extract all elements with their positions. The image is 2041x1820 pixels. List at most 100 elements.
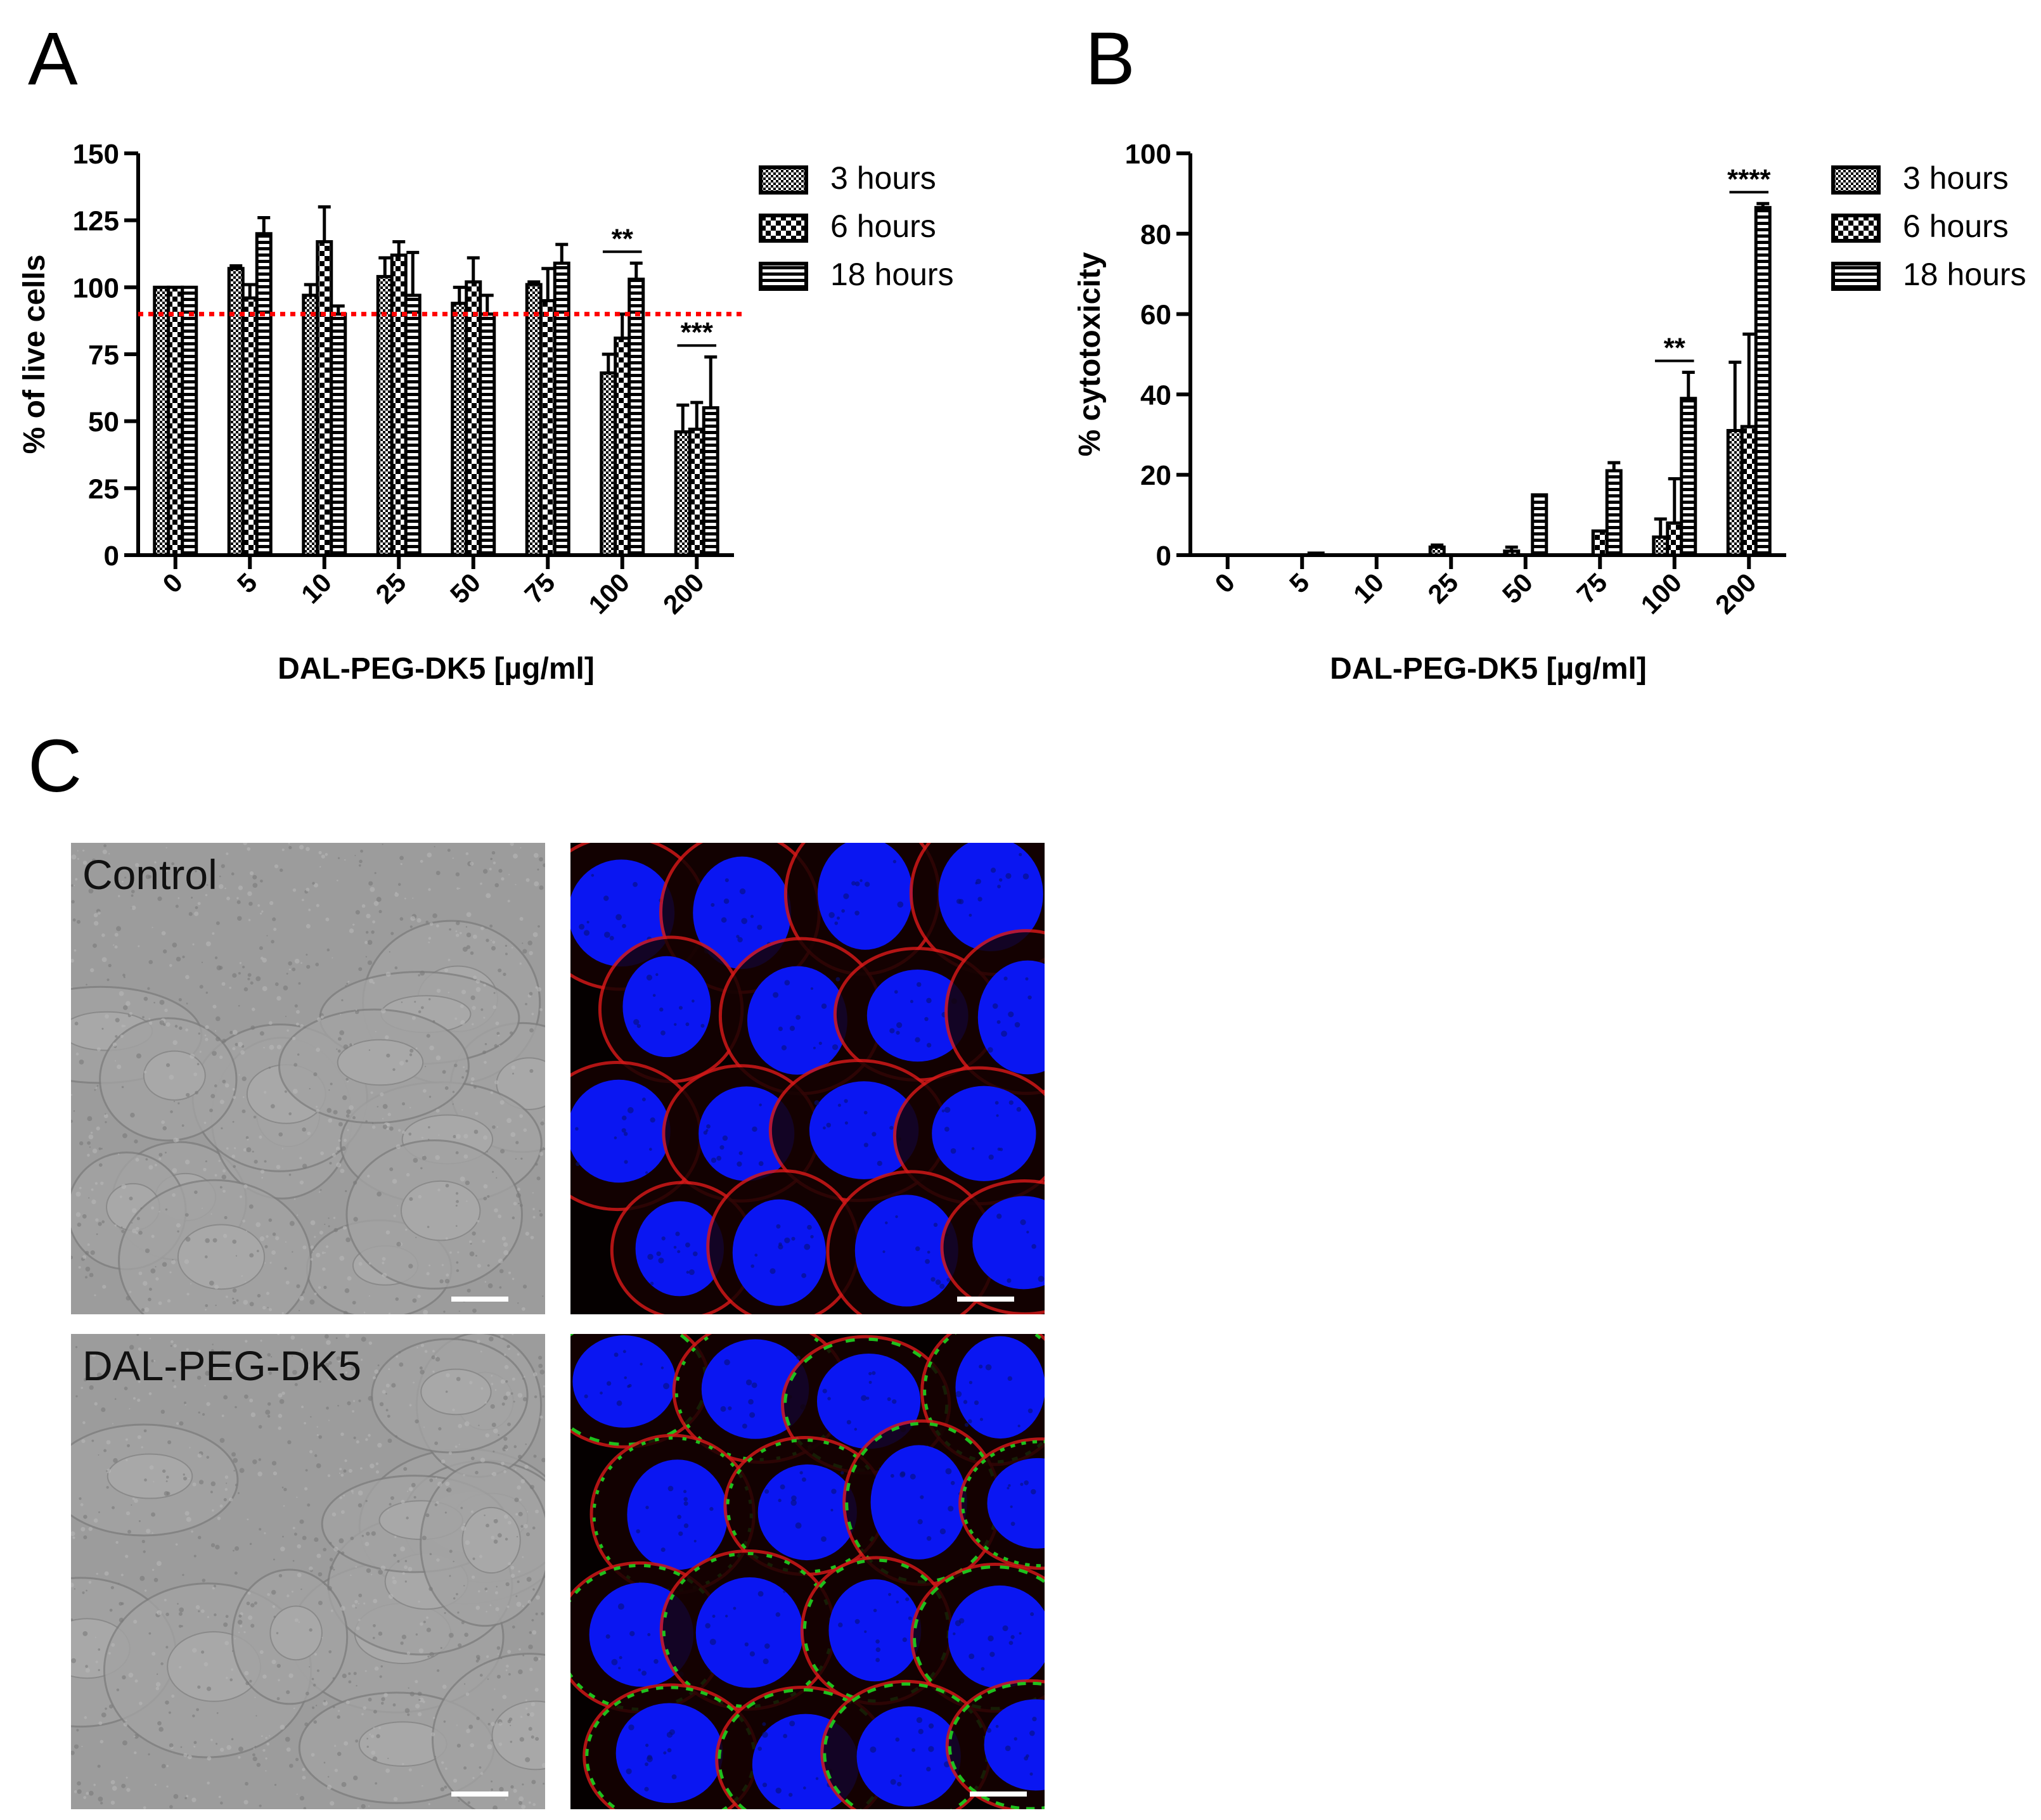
nuclear-texture [660, 1366, 664, 1369]
granule [319, 1189, 322, 1191]
granule [444, 1278, 450, 1284]
granule [542, 1295, 544, 1297]
granule [156, 1673, 158, 1676]
granule [131, 890, 135, 894]
nuclear-texture [930, 1277, 936, 1282]
granule [105, 1707, 107, 1710]
granule [233, 1458, 238, 1463]
granule [381, 1697, 385, 1701]
granule [82, 1214, 87, 1219]
granule [366, 1532, 370, 1536]
nuclear-texture [683, 1497, 688, 1501]
nuclear-texture [711, 1157, 717, 1163]
granule [271, 940, 274, 944]
granule [334, 1769, 338, 1772]
granule [475, 1255, 477, 1257]
granule [330, 1801, 335, 1806]
granule [221, 1414, 224, 1418]
granule [244, 1670, 249, 1676]
granule [252, 1753, 255, 1757]
granule [238, 1756, 241, 1759]
granule [133, 1619, 138, 1624]
granule [305, 1469, 308, 1472]
granule [254, 1160, 258, 1164]
granule [415, 1048, 418, 1049]
granule [506, 1118, 512, 1124]
granule [212, 1343, 214, 1345]
granule [162, 1262, 167, 1267]
nucleus [932, 1086, 1036, 1181]
granule [143, 1281, 148, 1286]
nuclear-texture [709, 1507, 714, 1511]
micrograph-label-control: Control [82, 851, 217, 898]
granule [148, 1753, 150, 1756]
granule [112, 1423, 114, 1425]
granule [226, 896, 230, 900]
granule [319, 1380, 321, 1383]
granule [387, 1414, 390, 1418]
granule [186, 1093, 190, 1097]
granule [318, 1191, 321, 1193]
granule [299, 1796, 305, 1801]
nuclear-texture [621, 1115, 627, 1120]
nuclear-texture [674, 1023, 677, 1026]
granule [340, 1606, 345, 1611]
granule [144, 1307, 150, 1312]
panel-label-a: A [28, 17, 78, 101]
granule [382, 1257, 386, 1261]
nuclear-texture [709, 1638, 716, 1645]
brightfield-image [71, 1334, 545, 1809]
nuclear-texture [711, 903, 715, 907]
granule [261, 910, 264, 913]
nuclear-texture [964, 1423, 969, 1427]
nuclear-texture [1007, 1487, 1010, 1490]
granule [404, 897, 406, 900]
granule [129, 1196, 133, 1201]
granule [442, 1684, 447, 1689]
granule [110, 1779, 115, 1785]
granule [504, 1364, 509, 1369]
granule [470, 951, 474, 955]
nuclear-texture [576, 1162, 580, 1167]
granule [417, 1712, 422, 1717]
nuclear-texture [803, 1786, 806, 1790]
nuclear-texture [789, 1721, 795, 1727]
granule [519, 917, 524, 921]
granule [80, 1387, 84, 1389]
granule [404, 1580, 407, 1583]
nuclear-texture [583, 930, 590, 936]
granule [250, 1624, 255, 1628]
granule [333, 1110, 338, 1115]
granule [466, 912, 472, 918]
granule [372, 1756, 378, 1762]
granule [184, 1404, 186, 1406]
granule [360, 1467, 363, 1470]
granule [346, 1109, 351, 1115]
granule [108, 1704, 113, 1709]
nuclear-texture [750, 1264, 754, 1268]
granule [409, 1404, 412, 1407]
granule [422, 1535, 427, 1541]
granule [376, 897, 382, 902]
granule [316, 1463, 321, 1468]
nuclear-texture [801, 1272, 807, 1278]
granule [426, 1272, 430, 1276]
granule [267, 1402, 271, 1406]
granule [323, 1762, 326, 1764]
granule [318, 1286, 321, 1289]
nuclear-texture [889, 1028, 895, 1034]
nuclear-texture [647, 1253, 654, 1260]
granule [71, 1120, 73, 1123]
granule [148, 1297, 151, 1302]
granule [126, 1001, 131, 1006]
granule [332, 1153, 336, 1157]
granule [83, 1535, 87, 1540]
y-tick-label: 0 [104, 541, 119, 572]
nuclear-texture [807, 1224, 812, 1230]
granule [536, 1176, 541, 1181]
x-tick-label: 5 [231, 567, 263, 599]
granule [350, 1574, 352, 1577]
granule [231, 872, 235, 876]
granule [184, 1213, 189, 1217]
granule [325, 1245, 329, 1248]
